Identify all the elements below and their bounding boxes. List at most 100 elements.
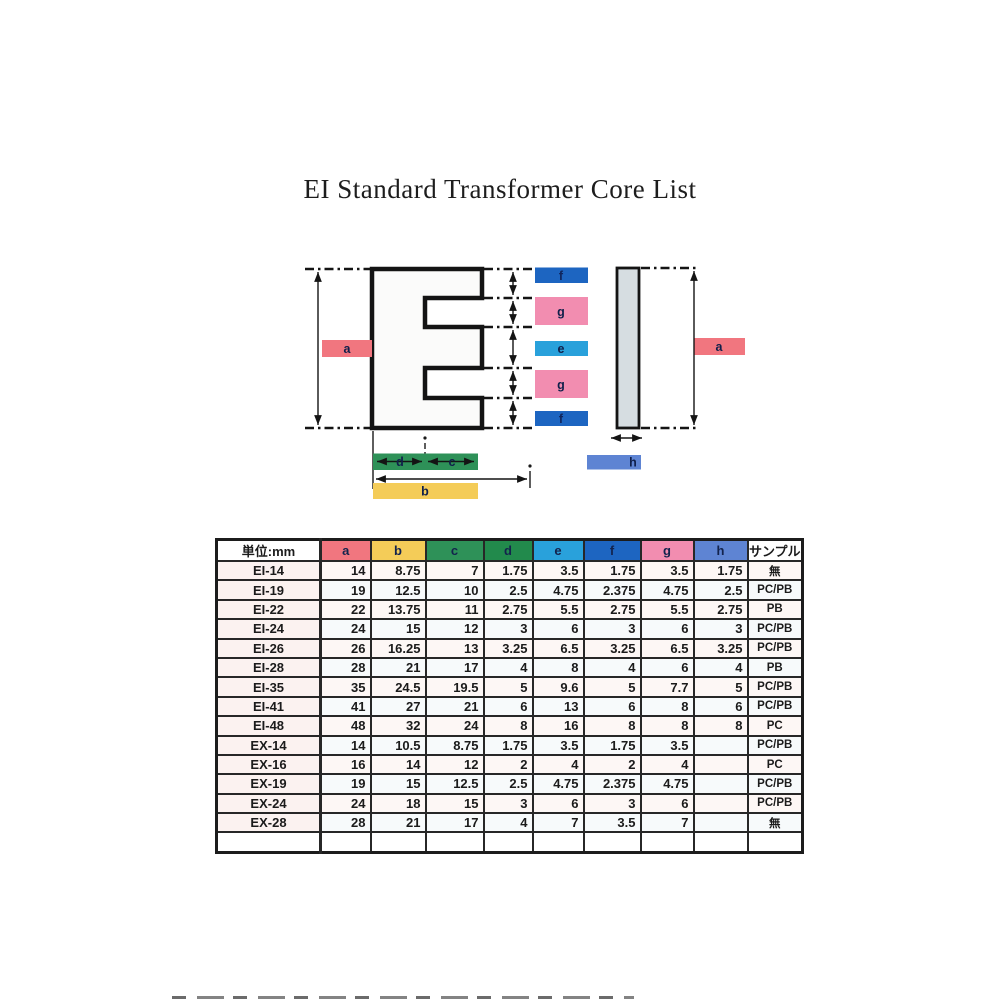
- core-type-cell: EX-24: [215, 792, 322, 815]
- scan-artifact: [172, 996, 634, 999]
- dim-value-cell: 18: [369, 792, 427, 815]
- empty-cell: [692, 831, 749, 854]
- dim-value-cell: 3.25: [582, 637, 642, 659]
- dim-value-cell: 17: [424, 812, 485, 834]
- sample-header-cell: サンプル: [746, 538, 804, 562]
- dim-label-a-left: a: [344, 342, 352, 356]
- core-type-cell: EX-19: [215, 773, 322, 795]
- sample-cell: PC: [746, 753, 804, 776]
- dim-value-cell: 27: [369, 695, 427, 718]
- dim-value-cell: 4.75: [531, 773, 585, 795]
- dim-value-cell: 3: [582, 792, 642, 815]
- core-diagram: a a f g e g f b h d c: [305, 266, 745, 499]
- table-row: EI-26 26 16.25 13 3.25 6.5 3.25 6.5 3.25 PC/PB: [215, 637, 804, 659]
- dim-value-cell: 6: [639, 792, 695, 815]
- dim-column-header-a: a: [319, 538, 372, 562]
- table-header-row: 単位:mm a b c d e f g h サンプル: [215, 538, 804, 562]
- table-row: EX-14 14 10.5 8.75 1.75 3.5 1.75 3.5 PC/PB: [215, 734, 804, 756]
- dim-box-b: [373, 483, 478, 499]
- dim-value-cell: 28: [319, 812, 372, 834]
- dim-column-header-f: f: [582, 538, 642, 562]
- core-type-cell: EI-24: [215, 618, 322, 640]
- sample-cell: PC/PB: [746, 637, 804, 659]
- dim-value-cell: 35: [319, 676, 372, 698]
- dim-value-cell: 5: [692, 676, 749, 698]
- e-core-shape: [369, 266, 485, 431]
- dim-label-d: d: [396, 455, 404, 469]
- dim-value-cell: 7: [639, 812, 695, 834]
- sample-cell: PC/PB: [746, 792, 804, 815]
- dim-box-dc: [373, 453, 478, 470]
- core-type-cell: EI-41: [215, 695, 322, 718]
- dim-value-cell: 11: [424, 598, 485, 621]
- dim-value-cell: 7: [424, 559, 485, 582]
- core-type-cell: EI-48: [215, 715, 322, 737]
- dim-value-cell: 2.75: [692, 598, 749, 621]
- dash-dot-lines: [305, 266, 696, 430]
- dim-value-cell: 2.75: [482, 598, 534, 621]
- i-core-shape: [615, 266, 641, 430]
- dim-value-cell: 3.5: [582, 812, 642, 834]
- dim-value-cell: 32: [369, 715, 427, 737]
- dim-value-cell: [692, 734, 749, 756]
- dim-value-cell: 14: [319, 559, 372, 582]
- dim-value-cell: 4: [639, 753, 695, 776]
- dim-value-cell: 8: [482, 715, 534, 737]
- dim-value-cell: 13: [424, 637, 485, 659]
- dim-value-cell: 4: [692, 656, 749, 679]
- dim-value-cell: 2.5: [482, 579, 534, 601]
- dim-value-cell: 19.5: [424, 676, 485, 698]
- dim-value-cell: 8.75: [369, 559, 427, 582]
- dim-value-cell: 15: [369, 618, 427, 640]
- dim-value-cell: 24.5: [369, 676, 427, 698]
- dim-value-cell: 26: [319, 637, 372, 659]
- dim-value-cell: 1.75: [692, 559, 749, 582]
- dim-value-cell: 41: [319, 695, 372, 718]
- table-row: EI-41 41 27 21 6 13 6 8 6 PC/PB: [215, 695, 804, 718]
- dim-value-cell: 2.75: [582, 598, 642, 621]
- dim-value-cell: 3.5: [639, 559, 695, 582]
- dim-value-cell: 8: [531, 656, 585, 679]
- dim-value-cell: 16: [531, 715, 585, 737]
- dim-value-cell: 12: [424, 618, 485, 640]
- dim-value-cell: 22: [319, 598, 372, 621]
- dim-value-cell: 3: [692, 618, 749, 640]
- dim-value-cell: 14: [319, 734, 372, 756]
- dim-value-cell: 3.5: [531, 734, 585, 756]
- dim-value-cell: 13.75: [369, 598, 427, 621]
- dim-value-cell: 6: [531, 618, 585, 640]
- dim-box-e: [535, 341, 588, 356]
- dim-label-h: h: [629, 456, 637, 470]
- dim-column-header-c: c: [424, 538, 485, 562]
- empty-cell: [639, 831, 695, 854]
- sample-cell: PC/PB: [746, 618, 804, 640]
- dim-value-cell: 6: [531, 792, 585, 815]
- dim-value-cell: 2.375: [582, 773, 642, 795]
- sample-cell: PC: [746, 715, 804, 737]
- core-size-table: 単位:mm a b c d e f g h サンプル EI-14 14 8.75 7 1.75 3.5 1.…: [215, 538, 804, 854]
- dim-value-cell: 4: [531, 753, 585, 776]
- dim-value-cell: 6.5: [531, 637, 585, 659]
- table-body: EI-14 14 8.75 7 1.75 3.5 1.75 3.5 1.75 無 EI-19 19 12…: [215, 559, 804, 854]
- dim-value-cell: 7: [531, 812, 585, 834]
- sample-cell: PB: [746, 656, 804, 679]
- dim-value-cell: 1.75: [582, 559, 642, 582]
- dim-value-cell: 24: [319, 618, 372, 640]
- dim-value-cell: 8.75: [424, 734, 485, 756]
- dim-value-cell: [692, 773, 749, 795]
- table-row: EX-28 28 21 17 4 7 3.5 7 無: [215, 812, 804, 834]
- dim-box-f-top: [535, 267, 588, 283]
- dim-value-cell: 4.75: [639, 773, 695, 795]
- table-row: EI-22 22 13.75 11 2.75 5.5 2.75 5.5 2.75 PB: [215, 598, 804, 621]
- dim-value-cell: 19: [319, 579, 372, 601]
- dim-box-g-bottom: [535, 370, 588, 398]
- table-row: EX-16 16 14 12 2 4 2 4 PC: [215, 753, 804, 776]
- dim-value-cell: 14: [369, 753, 427, 776]
- dim-label-a-right: a: [716, 340, 724, 354]
- dim-value-cell: 12: [424, 753, 485, 776]
- dim-box-a-right: [694, 338, 745, 355]
- table-row: EI-35 35 24.5 19.5 5 9.6 5 7.7 5 PC/PB: [215, 676, 804, 698]
- dim-value-cell: 6: [582, 695, 642, 718]
- dim-value-cell: 1.75: [482, 734, 534, 756]
- dim-column-header-h: h: [692, 538, 749, 562]
